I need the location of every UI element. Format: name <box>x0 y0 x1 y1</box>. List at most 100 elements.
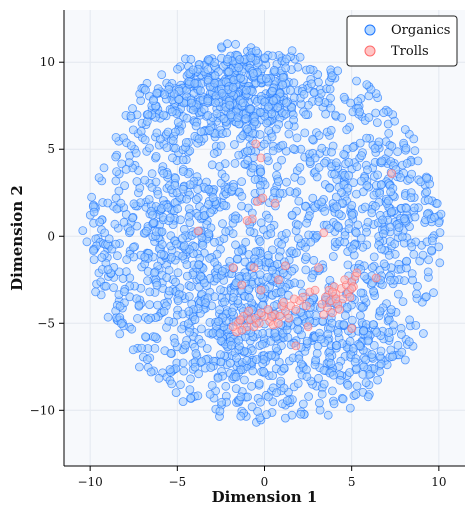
organics-point <box>405 315 415 325</box>
organics-point <box>128 242 138 252</box>
organics-point <box>281 228 291 238</box>
organics-point <box>165 213 175 223</box>
organics-point <box>242 356 252 366</box>
trolls-point <box>228 322 238 332</box>
organics-point <box>376 346 386 356</box>
organics-point <box>409 134 419 144</box>
organics-point <box>141 332 150 342</box>
organics-point <box>232 353 241 363</box>
organics-point <box>117 319 126 329</box>
organics-point <box>332 341 342 350</box>
organics-point <box>228 83 238 92</box>
organics-point <box>150 332 160 342</box>
organics-point <box>368 320 378 330</box>
organics-point <box>268 51 278 61</box>
organics-point <box>423 195 433 205</box>
organics-point <box>267 86 277 96</box>
organics-point <box>339 149 349 159</box>
organics-point <box>390 239 400 249</box>
organics-point <box>343 260 353 270</box>
organics-point <box>237 191 247 201</box>
organics-point <box>289 78 299 88</box>
organics-point <box>222 128 232 138</box>
organics-point <box>375 188 385 198</box>
organics-point <box>217 88 227 98</box>
organics-point <box>236 365 246 375</box>
organics-point <box>314 398 324 408</box>
organics-point <box>215 305 225 315</box>
organics-point <box>143 315 153 325</box>
x-tick-label: −10 <box>77 475 102 489</box>
organics-point <box>342 125 352 135</box>
trolls-point <box>237 325 247 335</box>
organics-point <box>267 132 277 142</box>
organics-point <box>335 375 345 385</box>
organics-point <box>337 113 347 123</box>
organics-point <box>369 286 378 296</box>
organics-point <box>231 372 241 382</box>
organics-point <box>174 95 184 104</box>
organics-point <box>182 260 192 270</box>
organics-point <box>396 330 406 339</box>
organics-point <box>113 251 122 261</box>
organics-point <box>352 381 362 391</box>
organics-point <box>78 226 88 236</box>
y-tick-label: 5 <box>47 142 55 156</box>
trolls-point <box>256 308 266 318</box>
organics-point <box>363 336 373 346</box>
organics-point <box>224 67 234 77</box>
organics-point <box>401 263 411 273</box>
organics-point <box>121 164 131 174</box>
organics-point <box>186 282 196 291</box>
organics-point <box>367 208 377 218</box>
organics-point <box>173 204 183 214</box>
organics-point <box>435 228 445 238</box>
organics-point <box>302 372 312 382</box>
organics-point <box>149 218 159 228</box>
organics-point <box>326 125 336 135</box>
organics-point <box>170 338 180 348</box>
organics-point <box>317 197 327 207</box>
organics-point <box>378 229 388 239</box>
organics-point <box>173 296 183 306</box>
trolls-point <box>235 315 245 325</box>
organics-point <box>241 85 251 95</box>
organics-point <box>375 306 385 316</box>
legend-label-organics: Organics <box>391 23 450 38</box>
organics-point <box>243 155 253 165</box>
organics-point <box>303 100 313 110</box>
organics-point <box>115 301 125 311</box>
organics-point <box>360 271 369 281</box>
organics-point <box>143 110 153 119</box>
organics-point <box>185 327 194 337</box>
organics-point <box>134 362 144 372</box>
organics-point <box>233 113 243 123</box>
organics-point <box>346 98 356 108</box>
organics-point <box>248 163 258 173</box>
organics-point <box>136 126 146 136</box>
organics-point <box>317 389 327 399</box>
organics-point <box>287 266 297 276</box>
organics-point <box>112 167 121 177</box>
organics-point <box>307 79 316 89</box>
organics-point <box>247 381 256 391</box>
organics-point <box>171 388 181 398</box>
organics-point <box>305 157 315 167</box>
organics-point <box>359 362 369 372</box>
organics-point <box>198 240 208 250</box>
organics-point <box>379 259 389 269</box>
organics-point <box>301 252 311 262</box>
organics-point <box>407 169 417 179</box>
organics-point <box>261 74 271 83</box>
trolls-point <box>340 275 350 285</box>
organics-point <box>295 162 305 172</box>
organics-point <box>255 237 265 246</box>
organics-point <box>241 114 251 124</box>
trolls-point <box>263 304 273 314</box>
organics-point <box>376 244 386 254</box>
organics-point <box>225 100 235 110</box>
organics-point <box>211 98 220 108</box>
y-axis-title: Dimension 2 <box>8 185 26 291</box>
organics-point <box>277 239 287 249</box>
organics-point <box>244 285 254 294</box>
